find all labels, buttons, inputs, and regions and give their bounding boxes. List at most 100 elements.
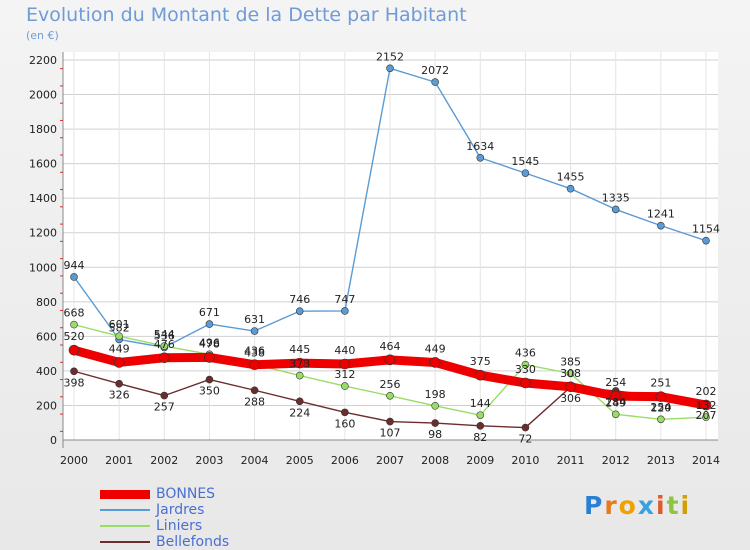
y-tick-label: 1000 [29, 261, 57, 274]
x-tick-label: 2014 [692, 454, 720, 467]
data-point-bellefonds [295, 397, 304, 406]
x-tick-label: 2008 [421, 454, 449, 467]
data-label-bellefonds: 288 [244, 395, 265, 408]
data-point-liniers [431, 401, 439, 410]
data-label-bellefonds: 82 [473, 431, 487, 444]
data-label-liniers: 256 [380, 378, 401, 391]
data-point-bonnes [520, 377, 531, 389]
data-label-bonnes: 330 [515, 363, 536, 376]
y-tick-label: 1400 [29, 192, 57, 205]
data-point-bellefonds [250, 386, 259, 395]
legend-item-liniers: Liniers [100, 518, 229, 534]
data-point-jardres [205, 320, 214, 328]
chart-title: Evolution du Montant de la Dette par Hab… [26, 4, 467, 26]
data-label-bellefonds: 284 [605, 396, 626, 409]
data-label-liniers: 132 [696, 399, 717, 412]
legend-item-bonnes: BONNES [100, 486, 229, 502]
data-point-liniers [160, 342, 169, 350]
data-label-bonnes: 520 [64, 330, 85, 343]
data-point-bellefonds [115, 379, 123, 388]
legend-swatch [100, 509, 150, 511]
x-tick-label: 2013 [647, 454, 675, 467]
data-point-bonnes [158, 352, 170, 364]
x-tick-label: 2001 [105, 454, 133, 467]
data-point-liniers [657, 415, 665, 424]
data-label-liniers: 120 [650, 401, 671, 414]
data-point-bonnes [339, 358, 351, 370]
data-label-jardres: 1154 [692, 223, 720, 236]
data-label-bonnes: 445 [289, 343, 310, 356]
data-label-liniers: 385 [560, 356, 581, 369]
data-label-liniers: 496 [199, 336, 220, 349]
data-point-jardres [657, 221, 665, 230]
data-label-liniers: 198 [425, 388, 446, 401]
data-point-liniers [521, 360, 530, 369]
x-tick-label: 2000 [60, 454, 88, 467]
data-label-bonnes: 440 [334, 344, 355, 357]
data-point-jardres [341, 307, 349, 315]
data-point-jardres [566, 184, 575, 193]
x-tick-label: 2005 [286, 454, 314, 467]
legend-label: Bellefonds [156, 534, 230, 550]
data-point-bellefonds [386, 417, 394, 426]
data-label-jardres: 631 [244, 313, 265, 326]
x-tick-label: 2004 [241, 454, 269, 467]
x-tick-label: 2002 [150, 454, 178, 467]
data-label-liniers: 601 [109, 318, 130, 331]
data-label-bonnes: 251 [650, 377, 671, 390]
data-point-bellefonds [431, 419, 439, 427]
data-point-bonnes [610, 390, 622, 402]
data-label-bellefonds: 160 [334, 417, 355, 430]
y-tick-label: 400 [36, 365, 57, 378]
data-label-liniers: 373 [289, 358, 310, 371]
y-tick-label: 600 [36, 330, 57, 343]
data-point-liniers [115, 332, 123, 340]
legend-swatch [100, 541, 150, 543]
data-label-liniers: 668 [64, 307, 85, 320]
data-point-bonnes [655, 391, 667, 402]
legend-label: Jardres [156, 502, 205, 518]
data-label-jardres: 1241 [647, 208, 675, 221]
data-point-bonnes [565, 381, 576, 393]
data-point-jardres [70, 273, 78, 281]
data-point-bellefonds [341, 408, 349, 417]
data-point-jardres [702, 236, 710, 245]
data-point-bonnes [474, 369, 486, 381]
x-tick-label: 2006 [331, 454, 359, 467]
data-point-bonnes [700, 399, 712, 411]
data-label-jardres: 1335 [602, 191, 630, 204]
data-label-bonnes: 464 [380, 340, 401, 353]
data-point-bellefonds [521, 423, 530, 432]
data-label-bellefonds: 257 [154, 401, 175, 414]
data-label-bellefonds: 306 [560, 392, 581, 405]
data-point-bonnes [113, 357, 125, 368]
data-point-bellefonds [476, 422, 485, 430]
legend-swatch [100, 525, 150, 527]
data-point-liniers [70, 320, 78, 329]
y-tick-label: 2000 [29, 89, 57, 102]
data-label-bonnes: 308 [560, 367, 581, 380]
data-label-liniers: 438 [244, 346, 265, 359]
data-point-bellefonds [205, 375, 214, 384]
data-point-bellefonds [70, 367, 78, 376]
legend-item-bellefonds: Bellefonds [100, 534, 229, 550]
data-label-liniers: 144 [470, 397, 491, 410]
data-label-jardres: 1455 [557, 171, 585, 184]
data-point-liniers [295, 371, 304, 380]
data-label-bellefonds: 207 [696, 409, 717, 422]
data-label-bellefonds: 107 [380, 427, 401, 440]
data-point-bonnes [294, 357, 306, 369]
data-point-liniers [341, 382, 349, 390]
y-tick-label: 2200 [29, 54, 57, 67]
data-label-jardres: 2072 [421, 64, 449, 77]
data-point-bonnes [429, 357, 441, 368]
data-point-liniers [386, 391, 394, 400]
data-label-bellefonds: 326 [109, 389, 130, 402]
x-tick-label: 2010 [511, 454, 539, 467]
data-label-bonnes: 202 [696, 385, 717, 398]
y-tick-label: 200 [36, 399, 57, 412]
data-point-jardres [250, 327, 259, 335]
data-label-jardres: 1545 [511, 155, 539, 168]
x-tick-label: 2003 [195, 454, 223, 467]
